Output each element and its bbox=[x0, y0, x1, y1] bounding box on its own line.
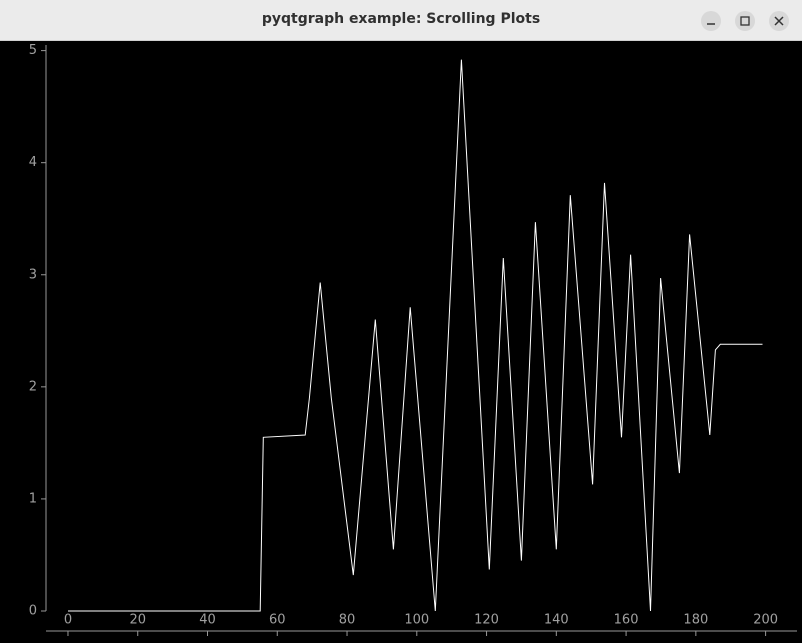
title-bar: pyqtgraph example: Scrolling Plots bbox=[0, 0, 802, 41]
y-tick-label: 2 bbox=[29, 379, 37, 394]
x-tick-label: 20 bbox=[129, 613, 146, 628]
plot: 0 1 2 3 4 5 0 20 40 60 80 100 120 140 160 180 200 bbox=[29, 43, 797, 636]
y-tick-label: 0 bbox=[29, 604, 37, 619]
minimize-button[interactable] bbox=[701, 11, 721, 31]
x-tick-label: 100 bbox=[404, 613, 429, 628]
x-tick-label: 160 bbox=[614, 613, 639, 628]
data-line bbox=[68, 59, 763, 612]
x-tick-label: 60 bbox=[269, 613, 286, 628]
y-tick-label: 5 bbox=[29, 43, 37, 58]
x-tick-label: 180 bbox=[683, 613, 708, 628]
maximize-button[interactable] bbox=[735, 11, 755, 31]
x-tick-label: 0 bbox=[64, 613, 72, 628]
y-tick-label: 3 bbox=[29, 267, 37, 282]
window-title: pyqtgraph example: Scrolling Plots bbox=[261, 11, 541, 27]
y-tick-label: 4 bbox=[29, 155, 37, 170]
y-tick-label: 1 bbox=[29, 491, 37, 506]
x-tick-label: 140 bbox=[544, 613, 569, 628]
x-tick-label: 120 bbox=[474, 613, 499, 628]
x-tick-label: 80 bbox=[339, 613, 356, 628]
close-button[interactable] bbox=[769, 11, 789, 31]
x-tick-label: 200 bbox=[753, 613, 778, 628]
x-tick-label: 40 bbox=[199, 613, 216, 628]
